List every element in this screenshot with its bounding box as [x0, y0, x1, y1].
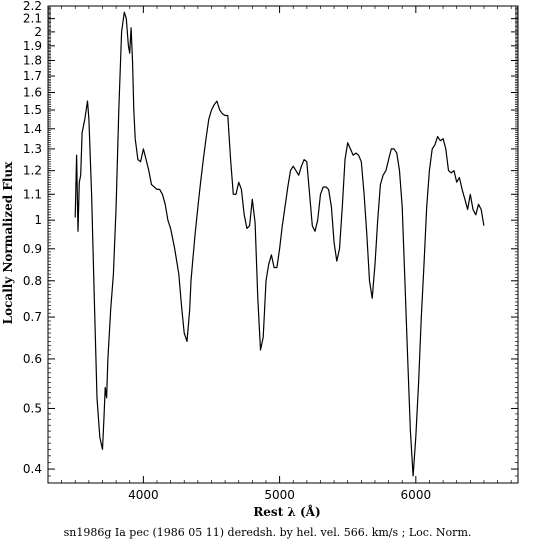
y-tick-label: 1.9 [23, 39, 42, 53]
y-tick-label: 0.6 [23, 352, 42, 366]
y-axis-label: Locally Normalized Flux [1, 161, 15, 324]
y-tick-label: 1.8 [23, 54, 42, 68]
y-axis-ticks: 0.4 0.5 0.6 0.7 0.8 0.9 1 1.1 1.2 1.3 1.4 1.5 1.6 1.7… [23, 0, 518, 477]
y-tick-label: 0.5 [23, 401, 42, 415]
y-tick-label: 1.7 [23, 69, 42, 83]
y-tick-label: 1.5 [23, 103, 42, 117]
y-tick-label: 1.6 [23, 86, 42, 100]
y-tick-label: 1.2 [23, 164, 42, 178]
y-tick-label: 0.8 [23, 274, 42, 288]
y-tick-label: 2.1 [23, 12, 42, 26]
flux-series-line [74, 11, 485, 477]
y-tick-label: 1.1 [23, 187, 42, 201]
y-tick-label: 0.4 [23, 462, 42, 476]
y-tick-label: 1 [34, 213, 42, 227]
figure-caption: sn1986g Ia pec (1986 05 11) deredsh. by … [63, 526, 472, 539]
y-tick-label: 2 [34, 25, 42, 39]
x-axis-label: Rest λ (Å) [253, 504, 320, 519]
x-tick-label: 4000 [128, 488, 159, 502]
y-tick-label: 2.2 [23, 0, 42, 13]
x-tick-label: 6000 [401, 488, 432, 502]
y-tick-label: 1.3 [23, 142, 42, 156]
y-tick-label: 0.7 [23, 310, 42, 324]
x-tick-label: 5000 [264, 488, 295, 502]
y-tick-label: 1.4 [23, 122, 42, 136]
plot-frame [47, 5, 519, 484]
y-tick-label: 0.9 [23, 242, 42, 256]
x-axis-ticks: 4000 5000 6000 [61, 6, 512, 502]
